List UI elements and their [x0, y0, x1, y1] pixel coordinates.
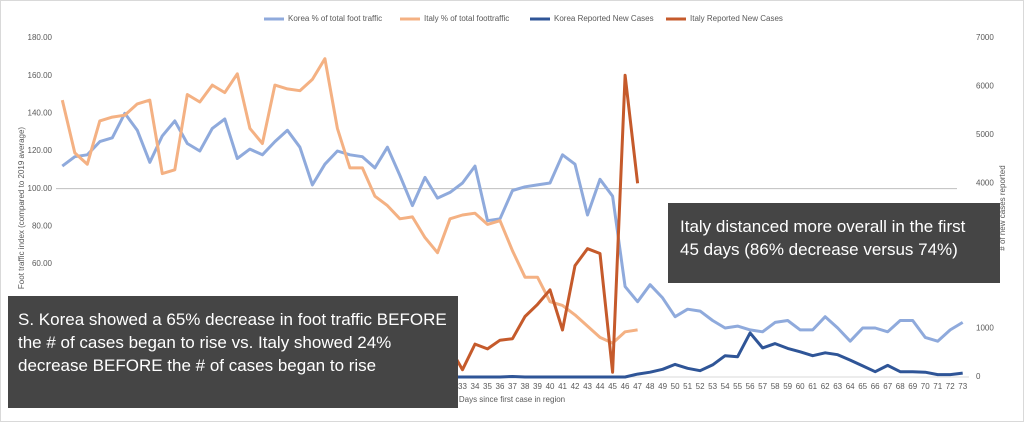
y2-tick-label: 4000: [976, 178, 994, 187]
x-tick-label: 62: [821, 382, 830, 391]
x-tick-label: 45: [608, 382, 617, 391]
x-tick-label: 61: [808, 382, 817, 391]
x-tick-label: 43: [583, 382, 592, 391]
legend-label: Italy Reported New Cases: [690, 14, 783, 23]
y2-tick-label: 1000: [976, 324, 994, 333]
x-tick-label: 56: [746, 382, 755, 391]
x-tick-label: 52: [696, 382, 705, 391]
x-tick-label: 60: [796, 382, 805, 391]
x-tick-label: 65: [858, 382, 867, 391]
legend-label: Korea Reported New Cases: [554, 14, 654, 23]
x-tick-label: 53: [708, 382, 717, 391]
y-tick-label: 80.00: [32, 221, 53, 230]
x-tick-label: 72: [946, 382, 955, 391]
x-tick-label: 39: [533, 382, 542, 391]
x-tick-label: 57: [758, 382, 767, 391]
x-tick-label: 71: [933, 382, 942, 391]
y-tick-label: 100.00: [28, 184, 53, 193]
x-tick-label: 58: [771, 382, 780, 391]
x-tick-label: 73: [958, 382, 967, 391]
x-tick-label: 63: [833, 382, 842, 391]
x-tick-label: 54: [721, 382, 730, 391]
x-tick-label: 34: [471, 382, 480, 391]
x-tick-label: 35: [483, 382, 492, 391]
x-tick-label: 50: [671, 382, 680, 391]
x-tick-label: 40: [546, 382, 555, 391]
legend-label: Italy % of total foottraffic: [424, 14, 509, 23]
x-tick-label: 44: [596, 382, 605, 391]
series-line: [61, 111, 964, 343]
x-tick-label: 51: [683, 382, 692, 391]
x-tick-label: 41: [558, 382, 567, 391]
y-axis-title: Foot traffic index (compared to 2019 ave…: [17, 127, 26, 290]
x-tick-label: 68: [896, 382, 905, 391]
y-tick-label: 120.00: [28, 146, 53, 155]
x-tick-label: 59: [783, 382, 792, 391]
x-axis-title: Days since first case in region: [459, 395, 565, 404]
x-tick-label: 42: [571, 382, 580, 391]
legend-label: Korea % of total foot traffic: [288, 14, 382, 23]
y2-tick-label: 6000: [976, 82, 994, 91]
x-tick-label: 67: [883, 382, 892, 391]
y-tick-label: 60.00: [32, 259, 53, 268]
y-tick-label: 160.00: [28, 71, 53, 80]
x-tick-label: 55: [733, 382, 742, 391]
y2-axis-title: # of new cases reported: [998, 165, 1007, 250]
x-tick-label: 38: [521, 382, 530, 391]
y2-tick-label: 0: [976, 372, 981, 381]
x-tick-label: 47: [633, 382, 642, 391]
x-tick-label: 64: [846, 382, 855, 391]
y-tick-label: 140.00: [28, 108, 53, 117]
y2-tick-label: 5000: [976, 130, 994, 139]
x-tick-label: 66: [871, 382, 880, 391]
annotation: Italy distanced more overall in the firs…: [668, 203, 1000, 283]
x-tick-label: 37: [508, 382, 517, 391]
series-line: [60, 57, 638, 345]
x-tick-label: 46: [621, 382, 630, 391]
x-tick-label: 36: [496, 382, 505, 391]
x-tick-label: 69: [908, 382, 917, 391]
x-tick-label: 48: [646, 382, 655, 391]
annotation: S. Korea showed a 65% decrease in foot t…: [8, 296, 458, 408]
x-tick-label: 33: [458, 382, 467, 391]
y-tick-label: 180.00: [28, 33, 53, 42]
y2-tick-label: 7000: [976, 33, 994, 42]
x-tick-label: 49: [658, 382, 667, 391]
x-tick-label: 70: [921, 382, 930, 391]
